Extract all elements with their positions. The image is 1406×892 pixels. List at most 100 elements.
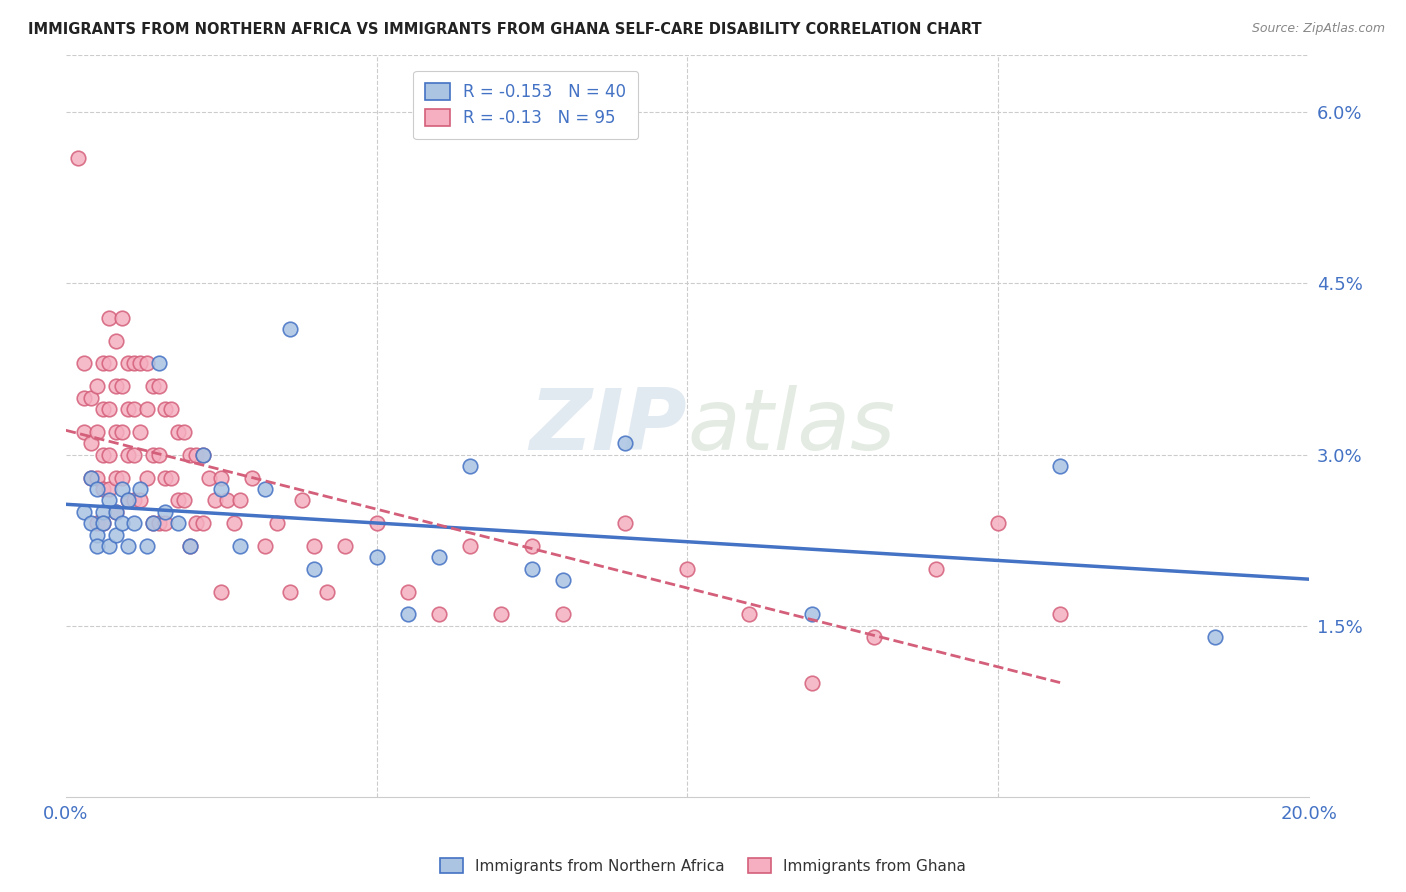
- Point: [520, 562, 543, 576]
- Point: [91, 482, 114, 496]
- Point: [111, 516, 134, 531]
- Point: [160, 470, 183, 484]
- Point: [278, 584, 301, 599]
- Point: [304, 562, 326, 576]
- Point: [91, 516, 114, 531]
- Point: [129, 356, 152, 370]
- Point: [111, 310, 134, 325]
- Point: [104, 334, 127, 348]
- Point: [142, 448, 165, 462]
- Point: [166, 493, 188, 508]
- Point: [862, 630, 884, 644]
- Point: [117, 356, 139, 370]
- Point: [209, 584, 232, 599]
- Point: [191, 516, 214, 531]
- Text: atlas: atlas: [688, 384, 896, 467]
- Point: [191, 448, 214, 462]
- Point: [117, 402, 139, 417]
- Point: [135, 402, 157, 417]
- Point: [129, 482, 152, 496]
- Point: [98, 310, 121, 325]
- Point: [135, 356, 157, 370]
- Point: [129, 425, 152, 439]
- Point: [79, 470, 101, 484]
- Point: [614, 436, 637, 450]
- Point: [148, 516, 170, 531]
- Point: [197, 470, 219, 484]
- Point: [142, 516, 165, 531]
- Point: [335, 539, 357, 553]
- Point: [458, 459, 481, 474]
- Point: [73, 356, 96, 370]
- Point: [111, 379, 134, 393]
- Point: [91, 505, 114, 519]
- Point: [253, 539, 276, 553]
- Point: [111, 470, 134, 484]
- Point: [104, 425, 127, 439]
- Point: [122, 516, 145, 531]
- Point: [104, 470, 127, 484]
- Point: [117, 448, 139, 462]
- Point: [800, 676, 823, 690]
- Point: [98, 402, 121, 417]
- Point: [676, 562, 699, 576]
- Point: [91, 516, 114, 531]
- Point: [186, 448, 208, 462]
- Point: [304, 539, 326, 553]
- Point: [209, 470, 232, 484]
- Point: [396, 584, 419, 599]
- Point: [79, 470, 101, 484]
- Point: [98, 493, 121, 508]
- Point: [191, 448, 214, 462]
- Point: [91, 356, 114, 370]
- Point: [86, 425, 108, 439]
- Point: [155, 505, 177, 519]
- Point: [86, 539, 108, 553]
- Point: [166, 516, 188, 531]
- Point: [79, 391, 101, 405]
- Point: [427, 550, 450, 565]
- Point: [79, 516, 101, 531]
- Point: [148, 448, 170, 462]
- Point: [266, 516, 288, 531]
- Point: [315, 584, 337, 599]
- Point: [173, 493, 195, 508]
- Point: [155, 516, 177, 531]
- Point: [738, 607, 761, 622]
- Point: [142, 516, 165, 531]
- Text: IMMIGRANTS FROM NORTHERN AFRICA VS IMMIGRANTS FROM GHANA SELF-CARE DISABILITY CO: IMMIGRANTS FROM NORTHERN AFRICA VS IMMIG…: [28, 22, 981, 37]
- Point: [122, 402, 145, 417]
- Point: [117, 493, 139, 508]
- Point: [614, 516, 637, 531]
- Point: [1204, 630, 1226, 644]
- Point: [155, 402, 177, 417]
- Point: [104, 505, 127, 519]
- Point: [179, 539, 201, 553]
- Point: [217, 493, 239, 508]
- Point: [73, 391, 96, 405]
- Point: [291, 493, 314, 508]
- Point: [155, 470, 177, 484]
- Point: [160, 402, 183, 417]
- Point: [229, 493, 252, 508]
- Point: [148, 356, 170, 370]
- Point: [129, 493, 152, 508]
- Point: [135, 539, 157, 553]
- Point: [166, 425, 188, 439]
- Point: [427, 607, 450, 622]
- Legend: Immigrants from Northern Africa, Immigrants from Ghana: Immigrants from Northern Africa, Immigra…: [434, 852, 972, 880]
- Point: [122, 356, 145, 370]
- Point: [800, 607, 823, 622]
- Text: ZIP: ZIP: [530, 384, 688, 467]
- Point: [142, 379, 165, 393]
- Point: [79, 436, 101, 450]
- Point: [222, 516, 245, 531]
- Point: [240, 470, 263, 484]
- Point: [520, 539, 543, 553]
- Point: [111, 425, 134, 439]
- Point: [179, 539, 201, 553]
- Point: [366, 550, 388, 565]
- Point: [925, 562, 948, 576]
- Point: [186, 516, 208, 531]
- Point: [396, 607, 419, 622]
